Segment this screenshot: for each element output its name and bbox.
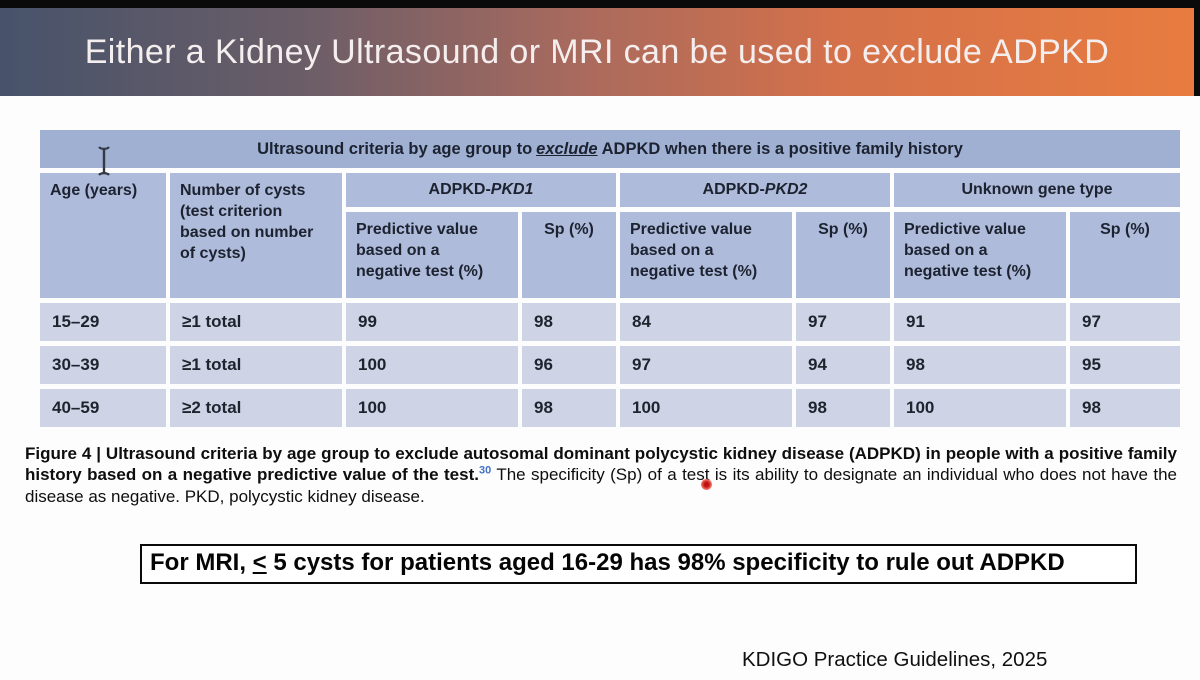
row3-cysts: ≥2 total [170,389,342,427]
source-citation: KDIGO Practice Guidelines, 2025 [742,648,1048,671]
row2-pkd2-sp: 94 [796,346,890,384]
callout-rest: 5 cysts for patients aged 16-29 has 98% … [266,549,1065,576]
row2-cysts: ≥1 total [170,346,342,384]
column-header-age: Age (years) [40,173,166,298]
column-group-unknown: Unknown gene type [894,173,1180,207]
column-header-predictive-unknown: Predictive value based on a negative tes… [894,212,1066,298]
mri-callout-box: For MRI, < 5 cysts for patients aged 16-… [140,544,1137,584]
ultrasound-criteria-table: Ultrasound criteria by age group to excl… [40,130,1180,427]
table-title-emphasis: exclude [536,139,598,158]
row2-pkd1-pv: 100 [346,346,518,384]
column-header-predictive-pkd1: Predictive value based on a negative tes… [346,212,518,298]
group-label: Unknown gene type [961,181,1113,199]
row1-pkd1-sp: 98 [522,303,616,341]
reference-superscript: 30 [478,464,492,477]
table-title-suffix: ADPKD when there is a positive family hi… [601,139,963,158]
row1-pkd2-pv: 84 [620,303,792,341]
figure-caption-bold: Figure 4 | Ultrasound criteria by age gr… [25,444,1177,485]
row2-age: 30–39 [40,346,166,384]
row3-unknown-pv: 100 [894,389,1066,427]
slide-title: Either a Kidney Ultrasound or MRI can be… [84,32,1110,71]
laser-pointer-dot [701,479,712,490]
column-header-predictive-pkd2: Predictive value based on a negative tes… [620,212,792,298]
row2-pkd2-pv: 97 [620,346,792,384]
column-header-sp-pkd1: Sp (%) [522,212,616,298]
text-cursor-icon [98,146,110,176]
table-title: Ultrasound criteria by age group to excl… [40,130,1180,168]
column-header-sp-unknown: Sp (%) [1070,212,1180,298]
figure-caption-normal: The specificity (Sp) of a test is its ab… [25,465,1178,506]
group-label: ADPKD- [702,181,765,199]
group-gene: PKD2 [764,181,808,199]
row3-pkd2-sp: 98 [796,389,890,427]
row1-cysts: ≥1 total [170,303,342,341]
column-group-pkd2: ADPKD- PKD2 [620,173,890,207]
top-black-bar [0,0,1200,8]
row3-pkd1-pv: 100 [346,389,518,427]
column-group-pkd1: ADPKD- PKD1 [346,173,616,207]
group-gene: PKD1 [490,181,534,199]
figure-caption: Figure 4 | Ultrasound criteria by age gr… [25,443,1177,507]
row3-age: 40–59 [40,389,166,427]
callout-prefix: For MRI, [150,549,253,576]
row1-unknown-sp: 97 [1070,303,1180,341]
less-equal-symbol: < [252,549,267,576]
banner-right-strip [1194,8,1200,96]
row3-unknown-sp: 98 [1070,389,1180,427]
row2-pkd1-sp: 96 [522,346,616,384]
row1-pkd1-pv: 99 [346,303,518,341]
row1-pkd2-sp: 97 [796,303,890,341]
group-label: ADPKD- [428,181,491,199]
column-header-sp-pkd2: Sp (%) [796,212,890,298]
row1-unknown-pv: 91 [894,303,1066,341]
title-banner: Either a Kidney Ultrasound or MRI can be… [0,8,1194,96]
row3-pkd1-sp: 98 [522,389,616,427]
table-title-prefix: Ultrasound criteria by age group to [257,139,533,158]
row3-pkd2-pv: 100 [620,389,792,427]
row1-age: 15–29 [40,303,166,341]
row2-unknown-pv: 98 [894,346,1066,384]
row2-unknown-sp: 95 [1070,346,1180,384]
column-header-cysts: Number of cysts (test criterion based on… [170,173,342,298]
